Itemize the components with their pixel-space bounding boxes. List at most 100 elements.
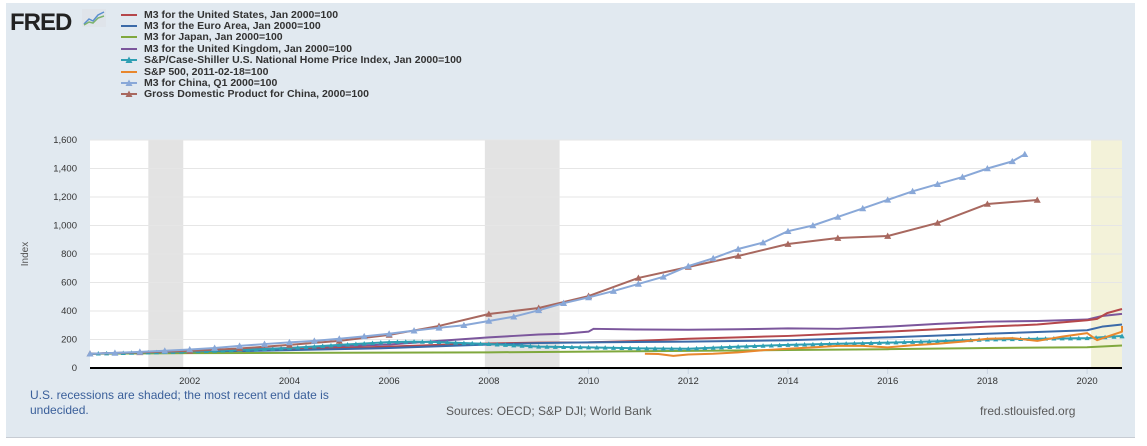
series-5 (644, 325, 1123, 357)
series-marker (486, 341, 492, 347)
y-tick-label: 1,000 (53, 221, 77, 232)
series-marker (469, 340, 475, 346)
series-marker (735, 344, 741, 349)
series-marker (743, 343, 749, 349)
series-marker (1084, 335, 1090, 341)
y-tick-label: 400 (61, 306, 77, 317)
series-marker (893, 339, 899, 345)
series-marker (910, 339, 916, 344)
series-marker (394, 339, 400, 344)
series-line (89, 344, 1123, 355)
series-marker (453, 340, 459, 345)
legend-item[interactable]: M3 for the United Kingdom, Jan 2000=100 (120, 42, 462, 55)
series-marker (669, 346, 675, 351)
series-marker (236, 342, 244, 349)
series-marker (186, 345, 194, 353)
y-tick-label: 800 (61, 249, 77, 260)
series-marker (784, 227, 792, 234)
legend-label: M3 for the Euro Area, Jan 2000=100 (144, 20, 321, 33)
series-marker (727, 344, 733, 349)
legend-label: M3 for the United Kingdom, Jan 2000=100 (144, 42, 353, 55)
series-marker (634, 280, 642, 287)
series-marker (419, 339, 425, 344)
site-link[interactable]: fred.stlouisfed.org (980, 404, 1076, 418)
legend-item[interactable]: M3 for the Euro Area, Jan 2000=100 (120, 20, 462, 33)
series-2 (89, 344, 1123, 355)
legend-item[interactable]: M3 for the United States, Jan 2000=100 (120, 9, 462, 21)
series-marker (818, 341, 824, 347)
legend-item[interactable]: S&P/Case-Shiller U.S. National Home Pric… (120, 54, 462, 67)
series-marker (436, 339, 442, 345)
series-marker (684, 262, 692, 269)
legend-swatch-icon (120, 89, 138, 99)
series-marker (285, 338, 293, 346)
legend-item[interactable]: Gross Domestic Product for China, 2000=1… (120, 88, 462, 101)
series-marker (834, 213, 842, 220)
sources-text: Sources: OECD; S&P DJI; World Bank (446, 404, 652, 418)
series-marker (934, 219, 942, 226)
series-marker (585, 293, 593, 301)
series-marker (111, 349, 119, 356)
legend-swatch-icon (120, 10, 138, 20)
series-marker (335, 335, 343, 342)
series-marker (519, 343, 525, 348)
series-marker (435, 324, 443, 331)
series-marker (361, 340, 367, 346)
legend-item[interactable]: M3 for China, Q1 2000=100 (120, 77, 462, 89)
legend-label: S&P/Case-Shiller U.S. National Home Pric… (144, 54, 462, 67)
y-tick-label: 1,400 (53, 164, 77, 175)
x-tick-label: 2014 (777, 376, 798, 387)
fred-logo[interactable]: FRED (10, 9, 72, 36)
series-marker (386, 339, 392, 345)
series-marker (635, 345, 641, 351)
series-marker (428, 339, 434, 344)
legend-label: S&P 500, 2011-02-18=100 (144, 65, 269, 78)
x-tick-label: 2020 (1077, 376, 1098, 387)
series-marker (444, 339, 450, 345)
series-4 (87, 333, 1125, 356)
series-marker (478, 341, 484, 346)
series-marker (934, 180, 942, 187)
recession-note: U.S. recessions are shaded; the most rec… (30, 388, 329, 417)
series-marker (460, 321, 468, 329)
series-marker (909, 187, 917, 195)
series-marker (494, 341, 500, 347)
series-marker (602, 345, 608, 350)
series-marker (385, 330, 393, 337)
legend-swatch-icon (120, 55, 138, 65)
series-marker (378, 340, 384, 345)
series-6 (86, 150, 1029, 357)
x-tick-label: 2002 (179, 376, 200, 387)
series-marker (793, 342, 799, 347)
series-marker (311, 343, 317, 349)
series-marker (810, 341, 816, 347)
series-marker (1067, 335, 1073, 341)
series-marker (901, 339, 907, 345)
series-marker (609, 287, 617, 294)
series-marker (777, 342, 783, 348)
series-marker (876, 340, 882, 345)
fred-chart-icon (82, 9, 106, 27)
series-marker (552, 344, 558, 349)
series-marker (310, 337, 318, 344)
series-marker (536, 344, 542, 349)
x-tick-label: 2004 (279, 376, 300, 387)
series-marker (569, 344, 575, 350)
series-marker (768, 342, 774, 348)
series-marker (161, 347, 169, 354)
y-tick-label: 200 (61, 335, 77, 346)
series-marker (677, 346, 683, 351)
series-marker (136, 348, 144, 355)
y-tick-label: 1,600 (53, 135, 77, 146)
series-marker (709, 254, 717, 262)
legend-item[interactable]: S&P 500, 2011-02-18=100 (120, 65, 462, 78)
series-marker (809, 222, 817, 229)
legend-item[interactable]: M3 for Japan, Jan 2000=100 (120, 31, 462, 43)
series-marker (510, 313, 518, 320)
legend-label: Gross Domestic Product for China, 2000=1… (144, 88, 369, 101)
series-marker (752, 343, 758, 349)
y-tick-label: 600 (61, 278, 77, 289)
series-marker (1033, 196, 1041, 203)
series-marker (760, 343, 766, 348)
